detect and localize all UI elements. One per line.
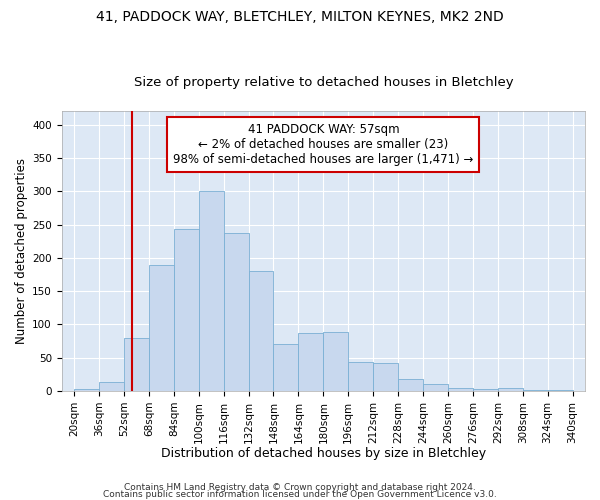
Bar bbox=[248, 271, 274, 391]
Y-axis label: Number of detached properties: Number of detached properties bbox=[15, 158, 28, 344]
Bar bbox=[523, 390, 548, 391]
Bar bbox=[448, 388, 473, 391]
Bar bbox=[548, 390, 572, 391]
Bar bbox=[224, 232, 248, 391]
Bar bbox=[274, 344, 298, 391]
Bar bbox=[323, 332, 348, 391]
Bar bbox=[199, 192, 224, 391]
Text: 41 PADDOCK WAY: 57sqm
← 2% of detached houses are smaller (23)
98% of semi-detac: 41 PADDOCK WAY: 57sqm ← 2% of detached h… bbox=[173, 122, 473, 166]
Bar bbox=[398, 379, 423, 391]
Text: Contains public sector information licensed under the Open Government Licence v3: Contains public sector information licen… bbox=[103, 490, 497, 499]
Text: 41, PADDOCK WAY, BLETCHLEY, MILTON KEYNES, MK2 2ND: 41, PADDOCK WAY, BLETCHLEY, MILTON KEYNE… bbox=[96, 10, 504, 24]
Bar bbox=[99, 382, 124, 391]
Bar bbox=[74, 389, 99, 391]
Bar bbox=[298, 333, 323, 391]
Bar bbox=[124, 338, 149, 391]
Text: Contains HM Land Registry data © Crown copyright and database right 2024.: Contains HM Land Registry data © Crown c… bbox=[124, 484, 476, 492]
Bar bbox=[149, 265, 174, 391]
Title: Size of property relative to detached houses in Bletchley: Size of property relative to detached ho… bbox=[134, 76, 513, 90]
Bar bbox=[373, 363, 398, 391]
Bar bbox=[348, 362, 373, 391]
Bar bbox=[473, 389, 498, 391]
X-axis label: Distribution of detached houses by size in Bletchley: Distribution of detached houses by size … bbox=[161, 447, 486, 460]
Bar bbox=[498, 388, 523, 391]
Bar bbox=[423, 384, 448, 391]
Bar bbox=[174, 228, 199, 391]
